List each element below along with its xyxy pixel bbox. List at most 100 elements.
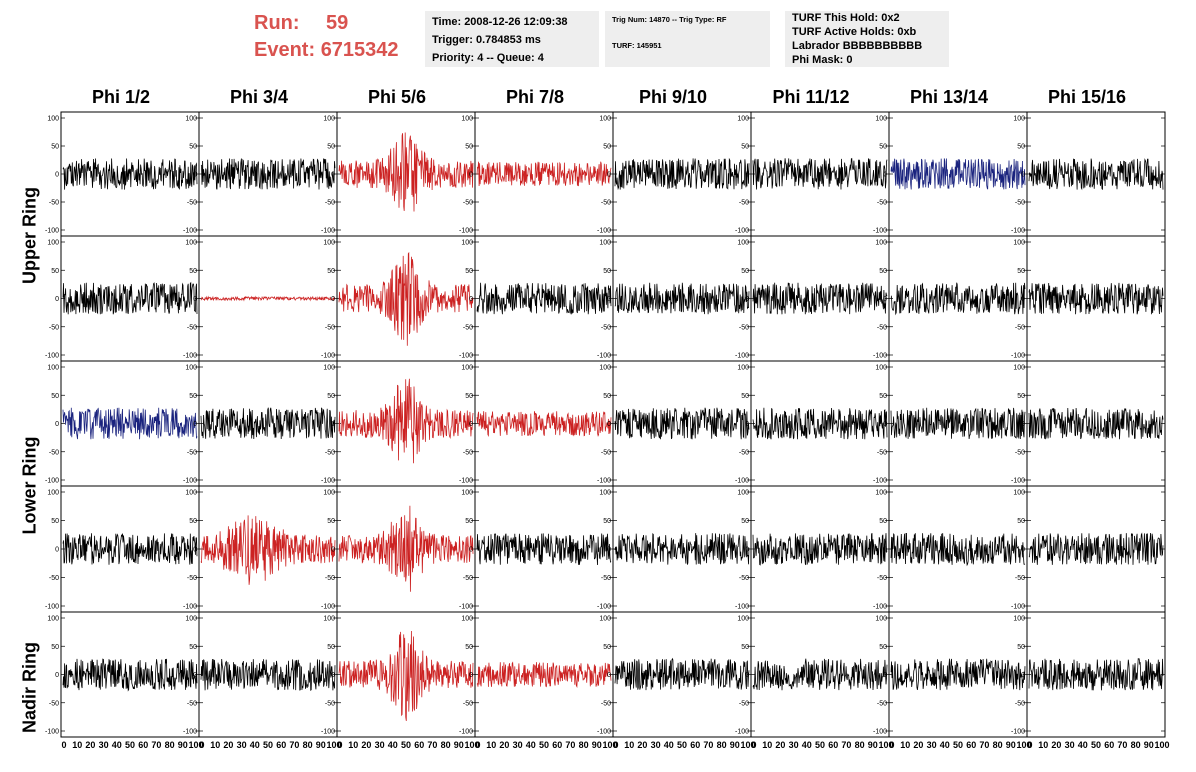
x-tick-label: 70 <box>427 740 437 750</box>
x-tick-label: 10 <box>348 740 358 750</box>
waveform-panel: 100 50 0 -50 -100 <box>1011 611 1166 738</box>
x-tick-label: 70 <box>565 740 575 750</box>
x-tick-label: 100 <box>878 740 893 750</box>
column-header-phi-9-10: Phi 9/10 <box>638 87 708 107</box>
y-tick-label: -100 <box>597 353 611 360</box>
y-tick-label: -50 <box>463 449 473 456</box>
waveform-panel: 100 50 0 -50 -100 <box>597 485 752 613</box>
y-tick-label: -50 <box>49 575 59 582</box>
y-tick-label: 50 <box>603 644 611 651</box>
y-tick-label: -50 <box>877 575 887 582</box>
waveform-trace <box>1028 158 1164 191</box>
y-tick-label: 50 <box>603 268 611 275</box>
x-tick-label: 50 <box>263 740 273 750</box>
y-tick-label: -50 <box>49 324 59 331</box>
y-tick-label: -100 <box>45 604 59 611</box>
waveform-trace <box>890 658 1026 691</box>
phi-mask-text: Phi Mask: 0 <box>792 54 853 66</box>
x-tick-label: 80 <box>441 740 451 750</box>
y-tick-label: 100 <box>875 116 887 123</box>
y-tick-label: 0 <box>745 421 749 428</box>
x-tick-label: 90 <box>1006 740 1016 750</box>
y-tick-label: -100 <box>45 729 59 736</box>
x-tick-label: 80 <box>1131 740 1141 750</box>
y-tick-label: 100 <box>47 116 59 123</box>
y-tick-label: 0 <box>469 547 473 554</box>
column-header-phi-13-14: Phi 13/14 <box>909 87 989 107</box>
waveform-trace <box>200 515 336 585</box>
y-tick-label: 0 <box>193 421 197 428</box>
y-tick-label: 50 <box>741 268 749 275</box>
waveform-trace <box>890 407 1026 440</box>
x-tick-label: 10 <box>486 740 496 750</box>
y-tick-label: -50 <box>49 449 59 456</box>
x-tick-label: 40 <box>112 740 122 750</box>
y-tick-label: 0 <box>607 421 611 428</box>
y-tick-label: 50 <box>465 393 473 400</box>
y-tick-label: 100 <box>737 616 749 623</box>
y-tick-label: 100 <box>1013 490 1025 497</box>
y-tick-label: -100 <box>45 478 59 485</box>
column-header-phi-5-6: Phi 5/6 <box>367 87 427 107</box>
x-tick-label: 40 <box>664 740 674 750</box>
y-tick-label: -100 <box>183 729 197 736</box>
y-tick-label: 100 <box>1013 616 1025 623</box>
y-tick-label: 0 <box>331 672 335 679</box>
x-tick-label: 10 <box>210 740 220 750</box>
y-tick-label: -100 <box>597 478 611 485</box>
y-tick-label: 50 <box>603 518 611 525</box>
y-tick-label: 0 <box>607 172 611 179</box>
y-tick-label: 50 <box>879 393 887 400</box>
x-tick-label: 0 <box>751 740 756 750</box>
y-tick-label: 50 <box>879 518 887 525</box>
y-tick-label: 50 <box>879 644 887 651</box>
y-tick-label: 50 <box>327 644 335 651</box>
y-tick-label: 0 <box>745 296 749 303</box>
labrador-text: Labrador BBBBBBBBBB <box>792 40 923 52</box>
y-tick-label: 0 <box>1021 296 1025 303</box>
y-tick-label: -100 <box>597 604 611 611</box>
waveform-panel: 100 50 0 -50 -100 <box>735 111 890 237</box>
y-tick-label: 50 <box>327 518 335 525</box>
x-tick-label: 80 <box>579 740 589 750</box>
y-tick-label: 0 <box>1021 547 1025 554</box>
y-tick-label: 100 <box>185 616 197 623</box>
y-tick-label: -50 <box>877 449 887 456</box>
y-tick-label: 100 <box>737 365 749 372</box>
y-tick-label: 100 <box>47 365 59 372</box>
waveform-panel: 100 50 0 -50 -100 <box>459 611 614 738</box>
y-tick-label: -50 <box>739 575 749 582</box>
panel-frame <box>888 360 1028 487</box>
x-tick-label: 90 <box>316 740 326 750</box>
waveform-panel: 100 50 0 -50 -100 <box>873 485 1028 613</box>
waveform-panel: 100 50 0 -50 -100 <box>45 360 200 487</box>
y-tick-label: 0 <box>607 296 611 303</box>
waveform-trace <box>338 132 474 212</box>
waveform-panel: 100 50 0 -50 -100 <box>45 611 200 738</box>
y-tick-label: -50 <box>601 700 611 707</box>
y-tick-label: 0 <box>331 172 335 179</box>
y-tick-label: 100 <box>737 240 749 247</box>
x-tick-label: 0 <box>889 740 894 750</box>
y-tick-label: 0 <box>1021 421 1025 428</box>
trigger-text: Trigger: 0.784853 ms <box>432 34 541 46</box>
y-tick-label: 100 <box>47 616 59 623</box>
y-tick-label: -100 <box>735 604 749 611</box>
y-tick-label: 0 <box>469 296 473 303</box>
y-tick-label: -50 <box>739 700 749 707</box>
y-tick-label: -100 <box>459 228 473 235</box>
y-tick-label: -50 <box>325 449 335 456</box>
y-tick-label: -50 <box>325 700 335 707</box>
waveform-trace <box>1028 282 1164 315</box>
x-tick-label: 100 <box>1154 740 1169 750</box>
x-tick-label: 100 <box>464 740 479 750</box>
y-tick-label: -50 <box>1015 200 1025 207</box>
y-tick-label: 50 <box>327 144 335 151</box>
y-tick-label: -100 <box>597 729 611 736</box>
x-tick-label: 100 <box>740 740 755 750</box>
trig-num-text: Trig Num: 14870 -- Trig Type: RF <box>612 15 727 24</box>
x-tick-label: 40 <box>250 740 260 750</box>
x-tick-label: 20 <box>223 740 233 750</box>
y-tick-label: -100 <box>1011 353 1025 360</box>
